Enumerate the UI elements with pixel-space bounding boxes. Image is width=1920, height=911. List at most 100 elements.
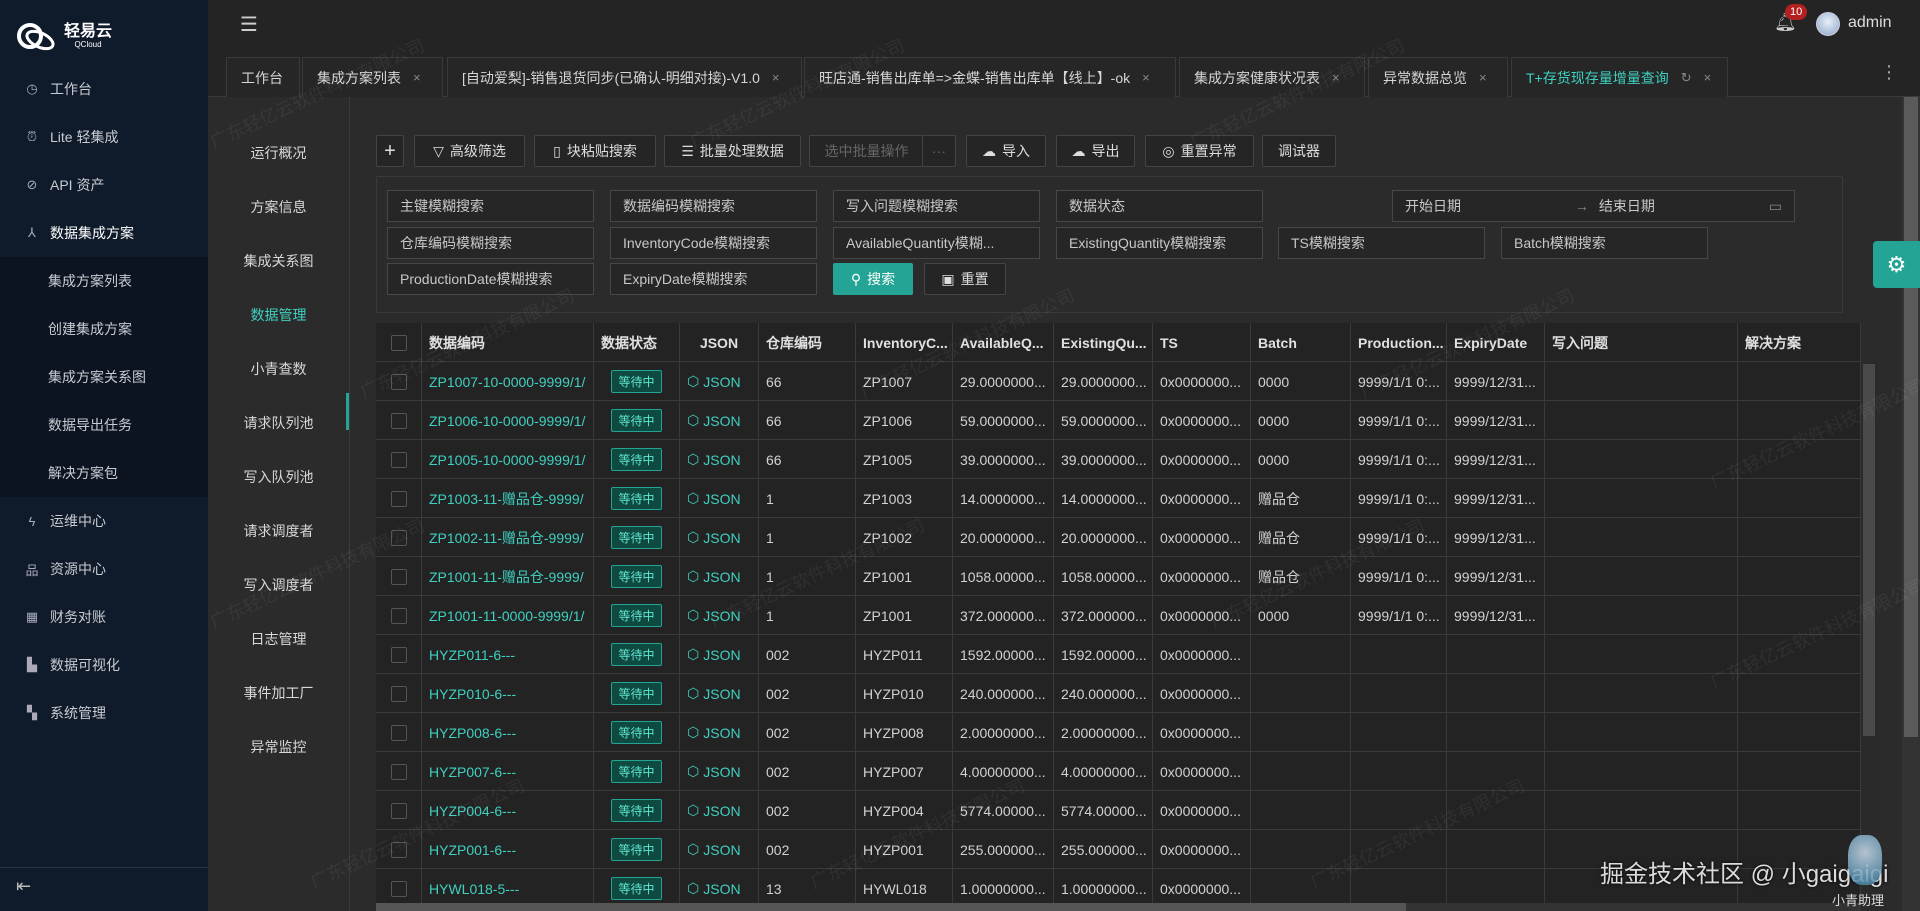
sidebar-item[interactable]: ▚ 系统管理	[0, 691, 208, 735]
sidebar-item[interactable]: ▦ 财务对账	[0, 595, 208, 639]
ts-search-input[interactable]	[1278, 227, 1485, 259]
subnav-item[interactable]: 集成关系图	[243, 253, 314, 269]
tab[interactable]: 集成方案列表 ×	[302, 57, 443, 97]
checkbox-cell[interactable]	[376, 596, 422, 635]
settings-gear-button[interactable]: ⚙	[1873, 241, 1920, 288]
json-cell[interactable]: ⬡ JSON	[680, 362, 759, 401]
more-vertical-icon[interactable]: ⋮	[1880, 62, 1898, 82]
row-checkbox[interactable]	[390, 451, 407, 468]
data-code-cell[interactable]: HYZP010-6---	[422, 674, 594, 713]
json-link[interactable]: ⬡ JSON	[687, 763, 741, 780]
inventory-code-search-input[interactable]	[610, 227, 817, 259]
subnav-item[interactable]: 数据管理	[250, 307, 307, 323]
json-cell[interactable]: ⬡ JSON	[680, 440, 759, 479]
close-icon[interactable]: ×	[1703, 70, 1712, 85]
data-code-cell[interactable]: ZP1003-11-赠品仓-9999/	[422, 479, 594, 518]
row-checkbox[interactable]	[390, 568, 407, 585]
subnav-item[interactable]: 写入调度者	[243, 577, 314, 593]
data-code-cell[interactable]: ZP1002-11-赠品仓-9999/	[422, 518, 594, 557]
production-date-search-input[interactable]	[387, 263, 594, 295]
data-code-link[interactable]: ZP1006-10-0000-9999/1/	[429, 412, 586, 429]
sidebar-item[interactable]: ϟ 运维中心	[0, 499, 208, 543]
json-link[interactable]: ⬡ JSON	[687, 373, 741, 390]
tab[interactable]: T+存货现存量增量查询 ↻ ×	[1511, 57, 1728, 97]
json-link[interactable]: ⬡ JSON	[687, 529, 741, 546]
json-link[interactable]: ⬡ JSON	[687, 607, 741, 624]
checkbox-cell[interactable]	[376, 791, 422, 830]
batch-search-input[interactable]	[1501, 227, 1708, 259]
data-code-cell[interactable]: HYZP008-6---	[422, 713, 594, 752]
page-scroll-thumb[interactable]	[1904, 97, 1918, 737]
json-link[interactable]: ⬡ JSON	[687, 880, 741, 897]
data-code-link[interactable]: ZP1003-11-赠品仓-9999/	[429, 490, 584, 507]
sidebar-item[interactable]: ▙ 数据可视化	[0, 643, 208, 687]
user-name[interactable]: admin	[1848, 14, 1892, 31]
data-code-cell[interactable]: HYZP004-6---	[422, 791, 594, 830]
checkbox-cell[interactable]	[376, 479, 422, 518]
refresh-icon[interactable]: ↻	[1680, 69, 1692, 85]
json-link[interactable]: ⬡ JSON	[687, 802, 741, 819]
checkbox-cell[interactable]	[376, 518, 422, 557]
tab[interactable]: 工作台	[226, 57, 300, 97]
selected-batch-button[interactable]: 选中批量操作	[809, 135, 923, 167]
json-cell[interactable]: ⬡ JSON	[680, 752, 759, 791]
column-header[interactable]	[376, 323, 422, 362]
json-cell[interactable]: ⬡ JSON	[680, 674, 759, 713]
tab[interactable]: 旺店通-销售出库单=>金蝶-销售出库单【线上】-ok ×	[804, 57, 1176, 97]
close-icon[interactable]: ×	[771, 70, 780, 85]
reset-button[interactable]: ▣ 重置	[924, 263, 1006, 295]
search-button[interactable]: ⚲ 搜索	[833, 263, 913, 295]
data-code-link[interactable]: HYZP011-6---	[429, 646, 516, 663]
checkbox-cell[interactable]	[376, 752, 422, 791]
json-cell[interactable]: ⬡ JSON	[680, 401, 759, 440]
json-cell[interactable]: ⬡ JSON	[680, 635, 759, 674]
json-cell[interactable]: ⬡ JSON	[680, 830, 759, 869]
json-cell[interactable]: ⬡ JSON	[680, 518, 759, 557]
sidebar-item[interactable]: 创建集成方案	[0, 307, 208, 351]
json-cell[interactable]: ⬡ JSON	[680, 713, 759, 752]
export-button[interactable]: ☁ 导出	[1056, 135, 1135, 167]
tab[interactable]: 集成方案健康状况表 ×	[1179, 57, 1365, 97]
date-range-picker[interactable]: 开始日期 → 结束日期 ▭	[1392, 190, 1795, 222]
sidebar-item[interactable]: 数据导出任务	[0, 403, 208, 447]
import-button[interactable]: ☁ 导入	[966, 135, 1046, 167]
row-checkbox[interactable]	[390, 763, 407, 780]
json-cell[interactable]: ⬡ JSON	[680, 869, 759, 903]
subnav-item[interactable]: 请求调度者	[243, 523, 314, 539]
subnav-item[interactable]: 运行概况	[250, 145, 307, 161]
row-checkbox[interactable]	[390, 802, 407, 819]
data-code-search-input[interactable]	[610, 190, 817, 222]
data-code-link[interactable]: HYWL018-5---	[429, 880, 520, 897]
data-code-cell[interactable]: ZP1005-10-0000-9999/1/	[422, 440, 594, 479]
assistant-avatar[interactable]	[1848, 835, 1882, 885]
row-checkbox[interactable]	[390, 373, 407, 390]
data-code-cell[interactable]: HYZP011-6---	[422, 635, 594, 674]
checkbox-cell[interactable]	[376, 635, 422, 674]
row-checkbox[interactable]	[390, 607, 407, 624]
json-link[interactable]: ⬡ JSON	[687, 646, 741, 663]
sidebar-item[interactable]: ⅄ 数据集成方案	[0, 211, 208, 255]
data-code-cell[interactable]: ZP1007-10-0000-9999/1/	[422, 362, 594, 401]
existing-qty-search-input[interactable]	[1056, 227, 1263, 259]
row-checkbox[interactable]	[390, 724, 407, 741]
primary-key-search-input[interactable]	[387, 190, 594, 222]
checkbox-cell[interactable]	[376, 557, 422, 596]
collapse-sidebar-icon[interactable]: ⇤	[16, 876, 32, 896]
checkbox-cell[interactable]	[376, 830, 422, 869]
data-status-select[interactable]: 数据状态	[1056, 190, 1263, 222]
sidebar-item[interactable]: ⊘ API 资产	[0, 163, 208, 207]
close-icon[interactable]: ×	[413, 70, 421, 85]
row-checkbox[interactable]	[390, 646, 407, 663]
data-code-link[interactable]: HYZP008-6---	[429, 724, 517, 741]
data-code-cell[interactable]: HYZP001-6---	[422, 830, 594, 869]
advanced-filter-button[interactable]: ▽ 高级筛选	[414, 135, 525, 167]
checkbox-cell[interactable]	[376, 440, 422, 479]
paste-search-button[interactable]: ▯ 块粘贴搜索	[534, 135, 656, 167]
tab[interactable]: 异常数据总览 ×	[1368, 57, 1508, 97]
row-checkbox[interactable]	[390, 685, 407, 702]
select-all-checkbox[interactable]	[390, 334, 407, 351]
json-link[interactable]: ⬡ JSON	[687, 412, 741, 429]
checkbox-cell[interactable]	[376, 869, 422, 903]
close-icon[interactable]: ×	[1142, 70, 1150, 85]
menu-toggle-icon[interactable]: ☰	[240, 14, 258, 36]
